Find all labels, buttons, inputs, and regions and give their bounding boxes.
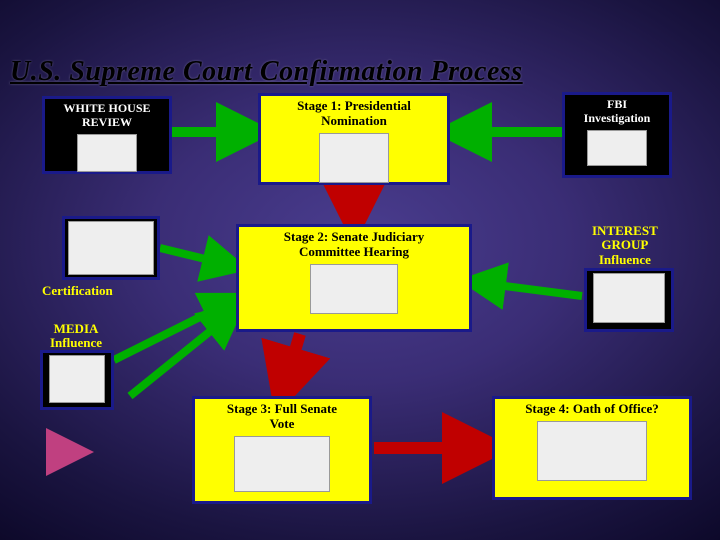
page-title: U.S. Supreme Court Confirmation Process [10,56,710,88]
box-stage-1: Stage 1: PresidentialNomination [258,93,450,185]
oath-icon [537,421,647,481]
box-interest-group [584,268,674,332]
box-fbi-investigation: FBIInvestigation [562,92,672,178]
box-label: Stage 4: Oath of Office? [495,399,689,419]
whitehouse-icon [77,134,137,172]
label-media-influence: MEDIAInfluence [50,322,102,351]
box-white-house-review: WHITE HOUSEREVIEW [42,96,172,174]
box-label: FBIInvestigation [565,95,669,128]
box-stage-2: Stage 2: Senate JudiciaryCommittee Heari… [236,224,472,332]
box-label: WHITE HOUSEREVIEW [45,99,169,132]
box-aba [62,216,160,280]
fbi-icon [587,130,647,166]
box-stage-4: Stage 4: Oath of Office? [492,396,692,500]
label-certification: Certification [42,284,113,298]
senate-vote-icon [234,436,330,492]
media-icon [49,355,105,403]
box-label: Stage 2: Senate JudiciaryCommittee Heari… [239,227,469,262]
box-stage-3: Stage 3: Full SenateVote [192,396,372,504]
president-icon [319,133,389,183]
box-label: Stage 3: Full SenateVote [195,399,369,434]
aba-logo-icon [68,221,154,275]
label-interest-group-influence: INTERESTGROUPInfluence [592,224,658,267]
now-logo-icon [593,273,665,323]
committee-icon [310,264,398,314]
box-label: Stage 1: PresidentialNomination [261,96,447,131]
box-media [40,350,114,410]
